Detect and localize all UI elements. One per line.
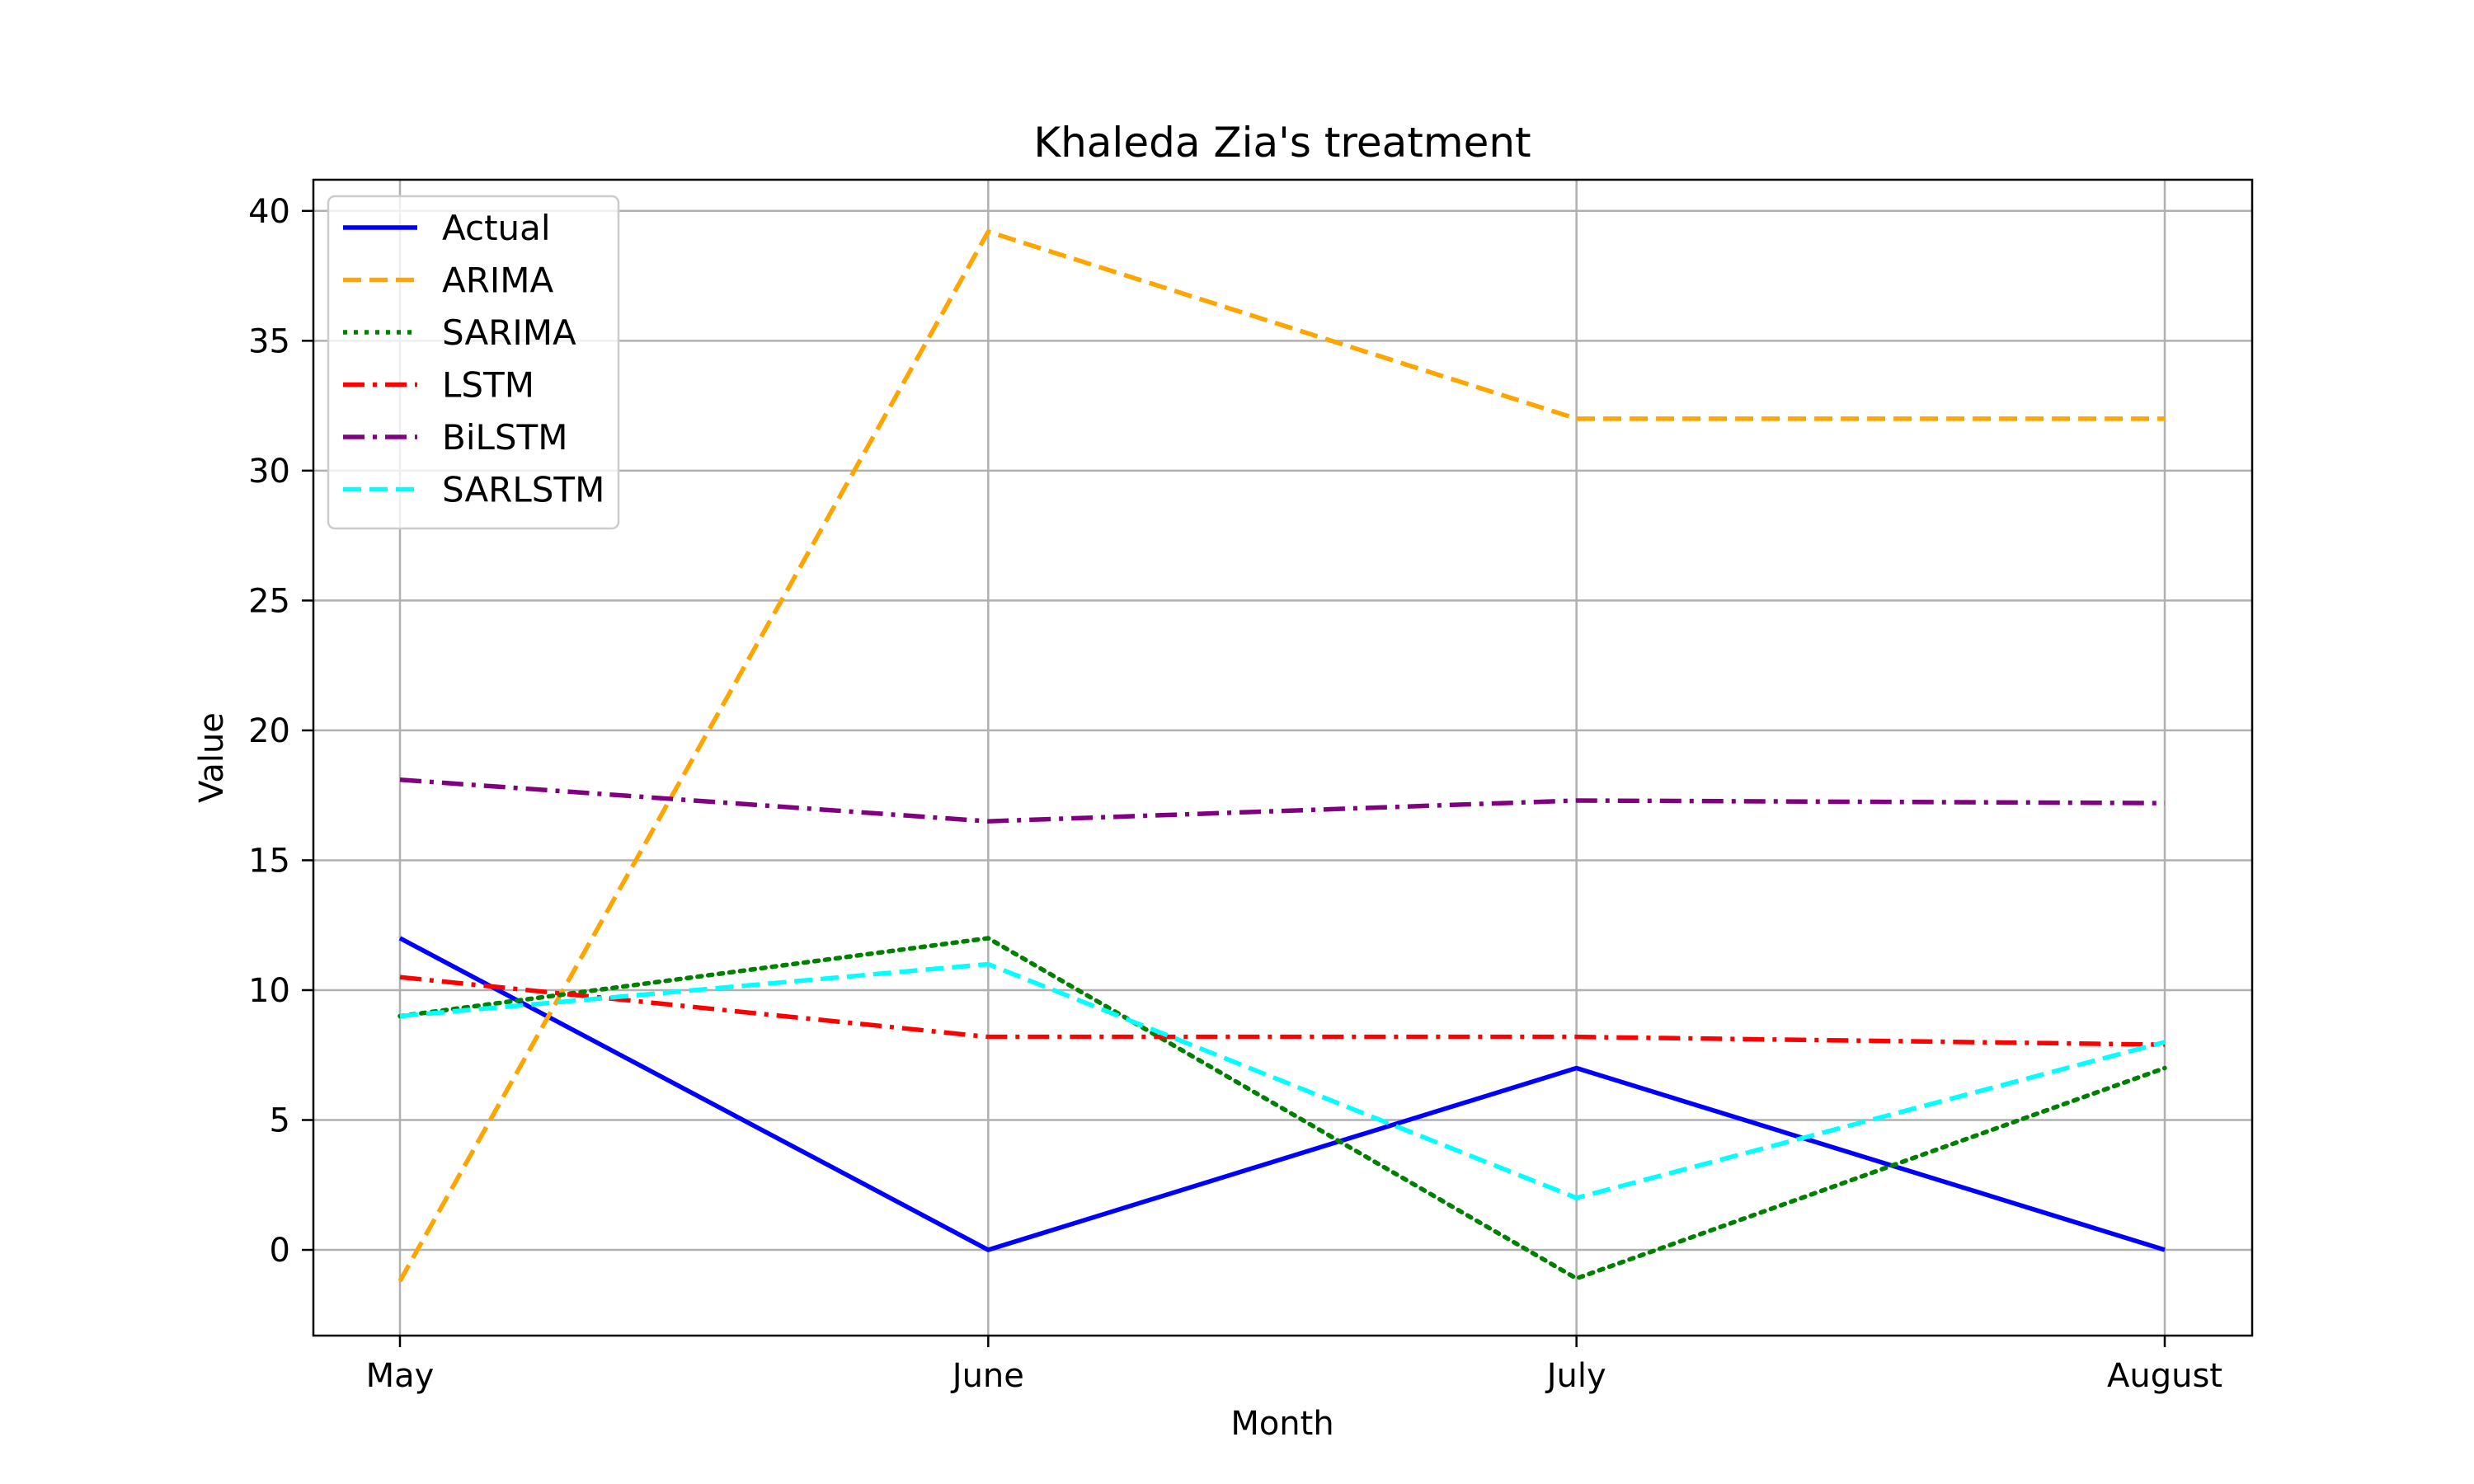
axis-ticks: May June July August 0 5 10 15 20 25 30 35 40	[248, 193, 2222, 1395]
y-tick-label: 0	[270, 1232, 290, 1270]
series-lines	[397, 229, 2167, 1283]
grid-lines	[313, 180, 2252, 1336]
y-tick-label: 5	[270, 1102, 290, 1140]
legend-label: ARIMA	[442, 261, 554, 301]
y-tick-label: 30	[248, 453, 290, 491]
axes-frame	[312, 178, 2254, 1337]
series-line-sarima	[397, 936, 2167, 1281]
series-line-lstm	[399, 974, 2166, 1047]
legend-label: LSTM	[442, 365, 534, 406]
y-tick-label: 40	[248, 193, 290, 231]
y-tick-label: 10	[248, 972, 290, 1010]
x-tick-label: July	[1545, 1357, 1606, 1395]
y-tick-label: 15	[248, 842, 290, 880]
legend-label: Actual	[442, 208, 551, 248]
series-line-sarlstm	[399, 961, 2166, 1200]
x-tick-label: August	[2107, 1357, 2222, 1395]
chart-title: Khaleda Zia's treatment	[1033, 119, 1531, 167]
legend: Actual ARIMA SARIMA LSTM BiLSTM SARLSTM	[327, 195, 620, 530]
legend-label: BiLSTM	[442, 417, 567, 458]
x-axis-label: Month	[1230, 1405, 1333, 1443]
series-line-bilstm	[399, 777, 2166, 824]
y-tick-label: 25	[248, 582, 290, 620]
y-tick-label: 20	[248, 712, 290, 750]
series-line-arima	[397, 229, 2165, 1283]
legend-label: SARLSTM	[442, 470, 604, 510]
y-axis-label: Value	[193, 712, 231, 803]
series-line-actual	[398, 936, 2166, 1252]
legend-label: SARIMA	[442, 312, 576, 353]
x-tick-label: June	[950, 1357, 1024, 1395]
y-tick-label: 35	[248, 322, 290, 360]
x-tick-label: May	[366, 1357, 435, 1395]
